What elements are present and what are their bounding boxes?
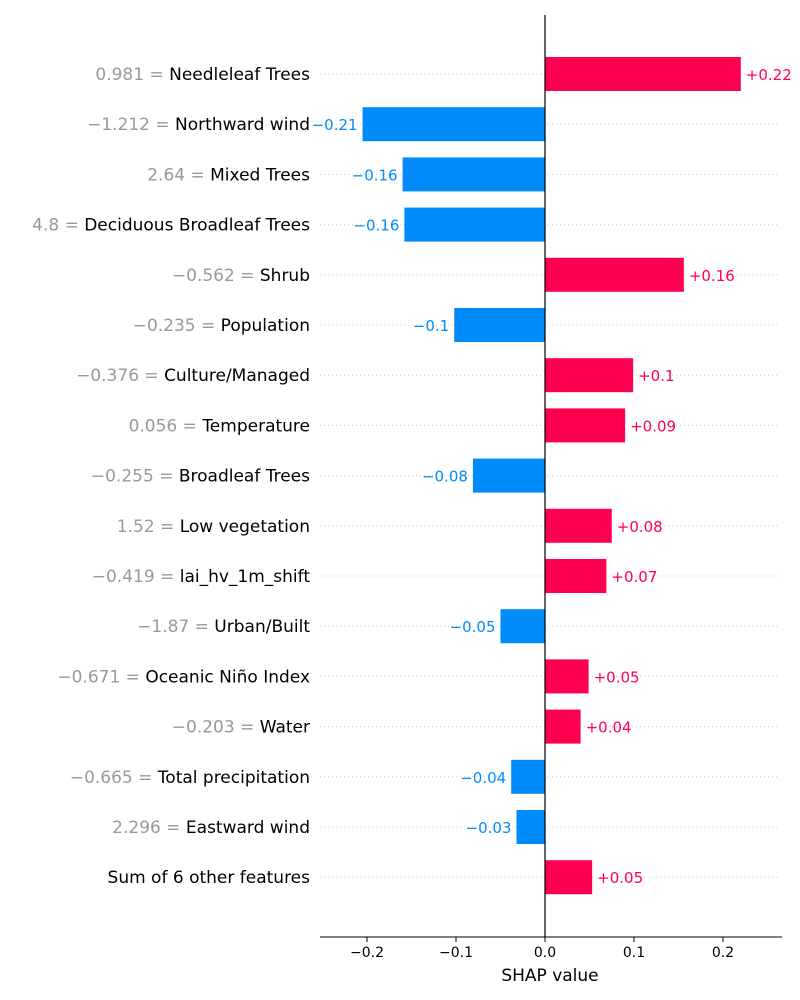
bar (404, 207, 545, 242)
x-tick-label: 0.1 (623, 945, 645, 961)
feature-label: −0.203 = Water (172, 718, 310, 738)
feature-label: 2.296 = Eastward wind (112, 818, 310, 838)
feature-value: −0.203 = (172, 718, 260, 738)
feature-name: Oceanic Niño Index (145, 667, 310, 687)
feature-value: −0.235 = (133, 316, 221, 336)
feature-label: 0.056 = Temperature (129, 416, 310, 436)
bar (545, 257, 684, 292)
bar-value-label: +0.1 (638, 367, 674, 385)
bar (545, 508, 612, 543)
bar-value-label: +0.22 (746, 66, 792, 84)
bar-value-label: −0.03 (466, 819, 512, 837)
feature-label: 0.981 = Needleleaf Trees (95, 65, 310, 85)
feature-name: Population (221, 316, 310, 336)
x-tick-label: 0.2 (712, 945, 734, 961)
bar (545, 559, 607, 593)
feature-name: Urban/Built (214, 617, 310, 637)
bar-value-label: +0.08 (617, 518, 663, 536)
feature-value: 1.52 = (117, 517, 180, 537)
feature-label: 1.52 = Low vegetation (117, 517, 310, 537)
feature-label: −0.235 = Population (133, 316, 310, 336)
bar-value-label: +0.09 (630, 417, 676, 435)
x-tick-label: −0.2 (350, 945, 384, 961)
bar (545, 659, 589, 694)
feature-name: Northward wind (175, 115, 310, 135)
bar (516, 810, 545, 844)
feature-label: 2.64 = Mixed Trees (147, 165, 310, 185)
feature-name: Water (260, 718, 310, 738)
x-axis-label: SHAP value (501, 966, 598, 986)
bar-value-label: −0.08 (422, 468, 468, 486)
bar (545, 860, 593, 895)
bar (545, 57, 741, 91)
bar (500, 609, 545, 644)
bar (402, 157, 545, 192)
bar-value-label: −0.16 (352, 166, 398, 184)
bar (511, 759, 545, 794)
feature-value: −0.562 = (172, 266, 260, 286)
feature-name: Sum of 6 other features (108, 868, 311, 888)
bar (545, 358, 634, 393)
bar-value-label: +0.04 (586, 719, 632, 737)
bar (545, 709, 581, 744)
feature-label: −0.671 = Oceanic Niño Index (57, 667, 310, 687)
feature-name: Total precipitation (157, 768, 310, 788)
feature-value: −0.671 = (57, 667, 145, 687)
bar-value-label: +0.05 (594, 668, 640, 686)
feature-name: Deciduous Broadleaf Trees (84, 216, 310, 236)
feature-label: −0.255 = Broadleaf Trees (91, 467, 310, 487)
feature-value: −0.665 = (70, 768, 158, 788)
bar (545, 408, 626, 443)
feature-name: Needleleaf Trees (169, 65, 310, 85)
feature-label: −0.376 = Culture/Managed (76, 366, 310, 386)
feature-labels: 0.981 = Needleleaf Trees −1.212 = Northwa… (32, 65, 310, 888)
feature-value: −1.87 = (137, 617, 214, 637)
feature-label: −1.87 = Urban/Built (137, 617, 310, 637)
x-axis: −0.2 −0.1 0.0 0.1 0.2 (320, 15, 782, 961)
bar-value-label: −0.21 (312, 116, 358, 134)
feature-name: lai_hv_1m_shift (180, 567, 311, 587)
feature-label: −1.212 = Northward wind (87, 115, 310, 135)
feature-label: −0.562 = Shrub (172, 266, 310, 286)
bar-value-label: −0.16 (353, 217, 399, 235)
feature-name: Shrub (260, 266, 310, 286)
bar-value-labels: +0.22 −0.21 −0.16 −0.16 +0.16 −0.1 +0.1 +0.09 −0… (312, 66, 792, 887)
feature-name: Culture/Managed (164, 366, 310, 386)
bar (472, 458, 545, 493)
feature-value: 0.981 = (95, 65, 169, 85)
bar-value-label: +0.07 (611, 568, 657, 586)
bar (454, 308, 545, 342)
feature-value: −0.419 = (92, 567, 180, 587)
x-tick-label: −0.1 (439, 945, 473, 961)
feature-label: Sum of 6 other features (108, 868, 311, 888)
bar-value-label: −0.05 (450, 618, 496, 636)
feature-value: −0.376 = (76, 366, 164, 386)
bars (362, 57, 741, 895)
feature-name: Eastward wind (186, 818, 310, 838)
feature-value: 2.64 = (147, 165, 210, 185)
x-tick-label: 0.0 (534, 945, 556, 961)
feature-label: 4.8 = Deciduous Broadleaf Trees (32, 216, 310, 236)
feature-name: Temperature (201, 416, 310, 436)
feature-name: Mixed Trees (210, 165, 310, 185)
feature-value: −1.212 = (87, 115, 175, 135)
bar (362, 107, 545, 142)
feature-label: −0.419 = lai_hv_1m_shift (92, 567, 311, 587)
feature-value: 2.296 = (112, 818, 186, 838)
bar-value-label: +0.05 (597, 869, 643, 887)
bar-value-label: −0.1 (413, 317, 449, 335)
feature-value: 0.056 = (129, 416, 203, 436)
grid-lines (320, 73, 780, 878)
feature-value: −0.255 = (91, 467, 179, 487)
bar-value-label: −0.04 (460, 769, 506, 787)
feature-name: Broadleaf Trees (179, 467, 310, 487)
feature-label: −0.665 = Total precipitation (70, 768, 310, 788)
feature-value: 4.8 = (32, 216, 84, 236)
bar-value-label: +0.16 (689, 267, 735, 285)
feature-name: Low vegetation (180, 517, 310, 537)
